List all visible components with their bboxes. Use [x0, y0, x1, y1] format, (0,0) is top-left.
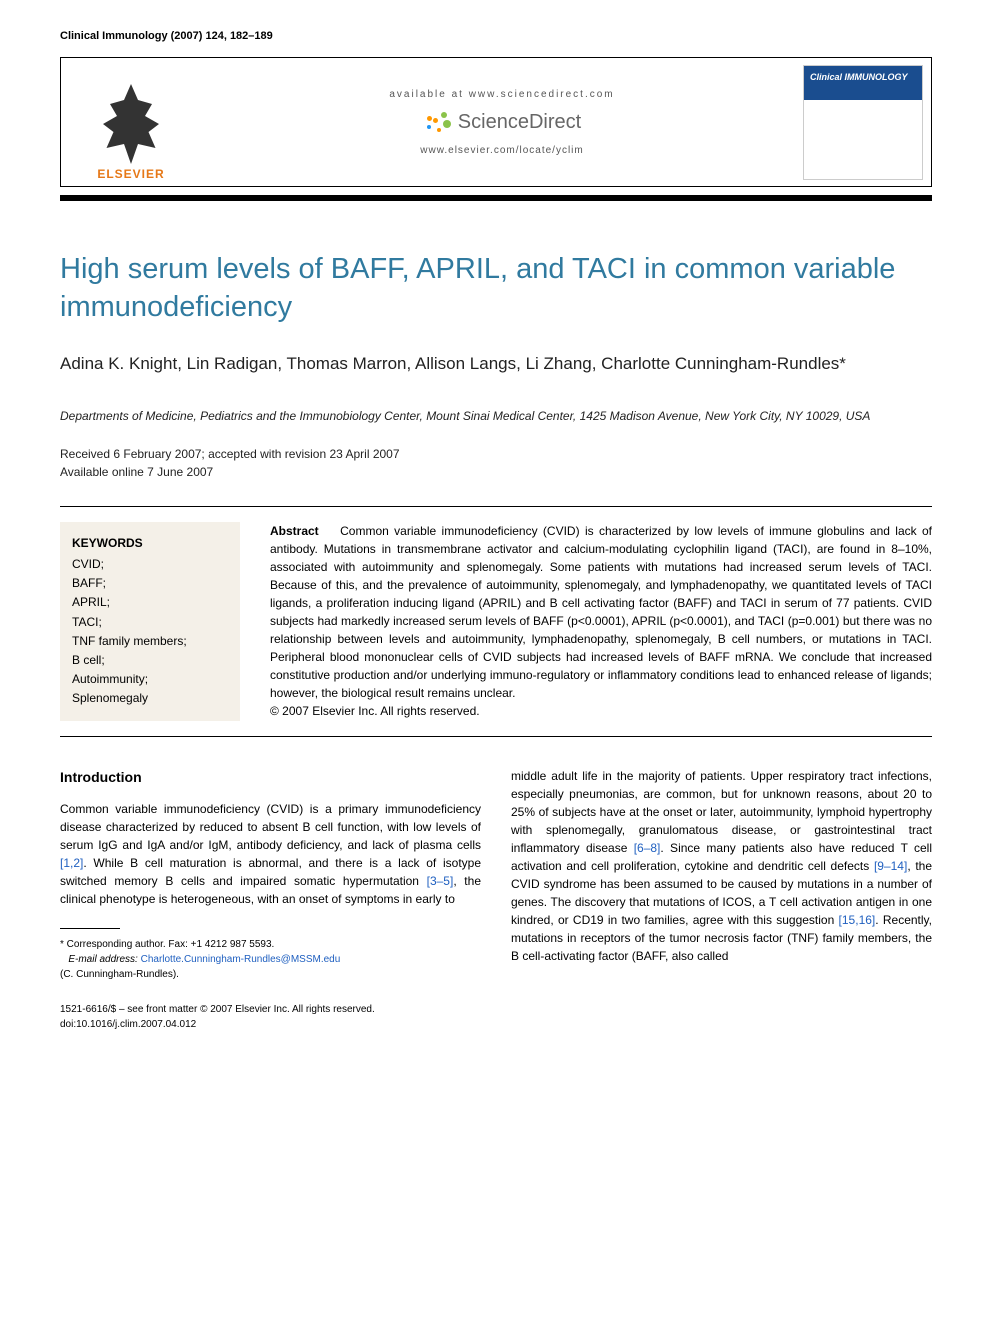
sciencedirect-dots-icon: [423, 110, 453, 135]
ref-link-9-14[interactable]: [9–14]: [874, 859, 907, 873]
footer-info: 1521-6616/$ – see front matter © 2007 El…: [60, 1002, 932, 1032]
divider-thick: [60, 195, 932, 201]
journal-header: Clinical Immunology (2007) 124, 182–189: [60, 30, 932, 42]
keywords-box: KEYWORDS CVID; BAFF; APRIL; TACI; TNF fa…: [60, 522, 240, 721]
doi-line: doi:10.1016/j.clim.2007.04.012: [60, 1017, 932, 1032]
received-date: Received 6 February 2007; accepted with …: [60, 445, 932, 463]
available-date: Available online 7 June 2007: [60, 463, 932, 481]
ref-link-15-16[interactable]: [15,16]: [839, 913, 876, 927]
abstract-section: KEYWORDS CVID; BAFF; APRIL; TACI; TNF fa…: [60, 506, 932, 737]
publisher-banner: ELSEVIER available at www.sciencedirect.…: [60, 57, 932, 187]
affiliation: Departments of Medicine, Pediatrics and …: [60, 407, 932, 425]
ref-link-6-8[interactable]: [6–8]: [634, 841, 661, 855]
corresponding-author-footnote: * Corresponding author. Fax: +1 4212 987…: [60, 937, 481, 982]
footnote-author-name: (C. Cunningham-Rundles).: [60, 967, 481, 982]
article-title: High serum levels of BAFF, APRIL, and TA…: [60, 251, 932, 326]
abstract-text: Abstract Common variable immunodeficienc…: [270, 522, 932, 721]
body-column-left: Introduction Common variable immunodefic…: [60, 767, 481, 982]
ref-link-3-5[interactable]: [3–5]: [427, 874, 454, 888]
introduction-heading: Introduction: [60, 767, 481, 788]
col2-paragraph: middle adult life in the majority of pat…: [511, 767, 932, 965]
elsevier-label: ELSEVIER: [97, 167, 164, 181]
sciencedirect-text: ScienceDirect: [458, 111, 581, 134]
body-two-column: Introduction Common variable immunodefic…: [60, 767, 932, 982]
ref-link-1-2[interactable]: [1,2]: [60, 856, 83, 870]
abstract-label: Abstract: [270, 524, 319, 538]
sciencedirect-logo: ScienceDirect: [423, 110, 581, 135]
banner-center: available at www.sciencedirect.com Scien…: [201, 89, 803, 156]
body-column-right: middle adult life in the majority of pat…: [511, 767, 932, 982]
email-label: E-mail address:: [68, 954, 137, 965]
email-link[interactable]: Charlotte.Cunningham-Rundles@MSSM.edu: [141, 954, 341, 965]
available-at-text: available at www.sciencedirect.com: [389, 89, 614, 100]
abstract-copyright: © 2007 Elsevier Inc. All rights reserved…: [270, 704, 480, 718]
keywords-heading: KEYWORDS: [72, 534, 228, 553]
intro-text-a: Common variable immunodeficiency (CVID) …: [60, 802, 481, 852]
journal-cover-title: Clinical IMMUNOLOGY: [807, 69, 919, 85]
footnote-separator: [60, 928, 120, 929]
journal-url: www.elsevier.com/locate/yclim: [420, 145, 583, 156]
intro-text-b: . While B cell maturation is abnormal, a…: [60, 856, 481, 888]
intro-paragraph: Common variable immunodeficiency (CVID) …: [60, 800, 481, 908]
elsevier-logo-block: ELSEVIER: [61, 58, 201, 186]
footnote-fax: * Corresponding author. Fax: +1 4212 987…: [60, 937, 481, 952]
issn-line: 1521-6616/$ – see front matter © 2007 El…: [60, 1002, 932, 1017]
elsevier-tree-icon: [96, 84, 166, 164]
keywords-list: CVID; BAFF; APRIL; TACI; TNF family memb…: [72, 555, 228, 709]
article-dates: Received 6 February 2007; accepted with …: [60, 445, 932, 481]
authors: Adina K. Knight, Lin Radigan, Thomas Mar…: [60, 351, 932, 377]
abstract-body: Common variable immunodeficiency (CVID) …: [270, 524, 932, 700]
journal-cover-thumbnail: Clinical IMMUNOLOGY: [803, 65, 923, 180]
